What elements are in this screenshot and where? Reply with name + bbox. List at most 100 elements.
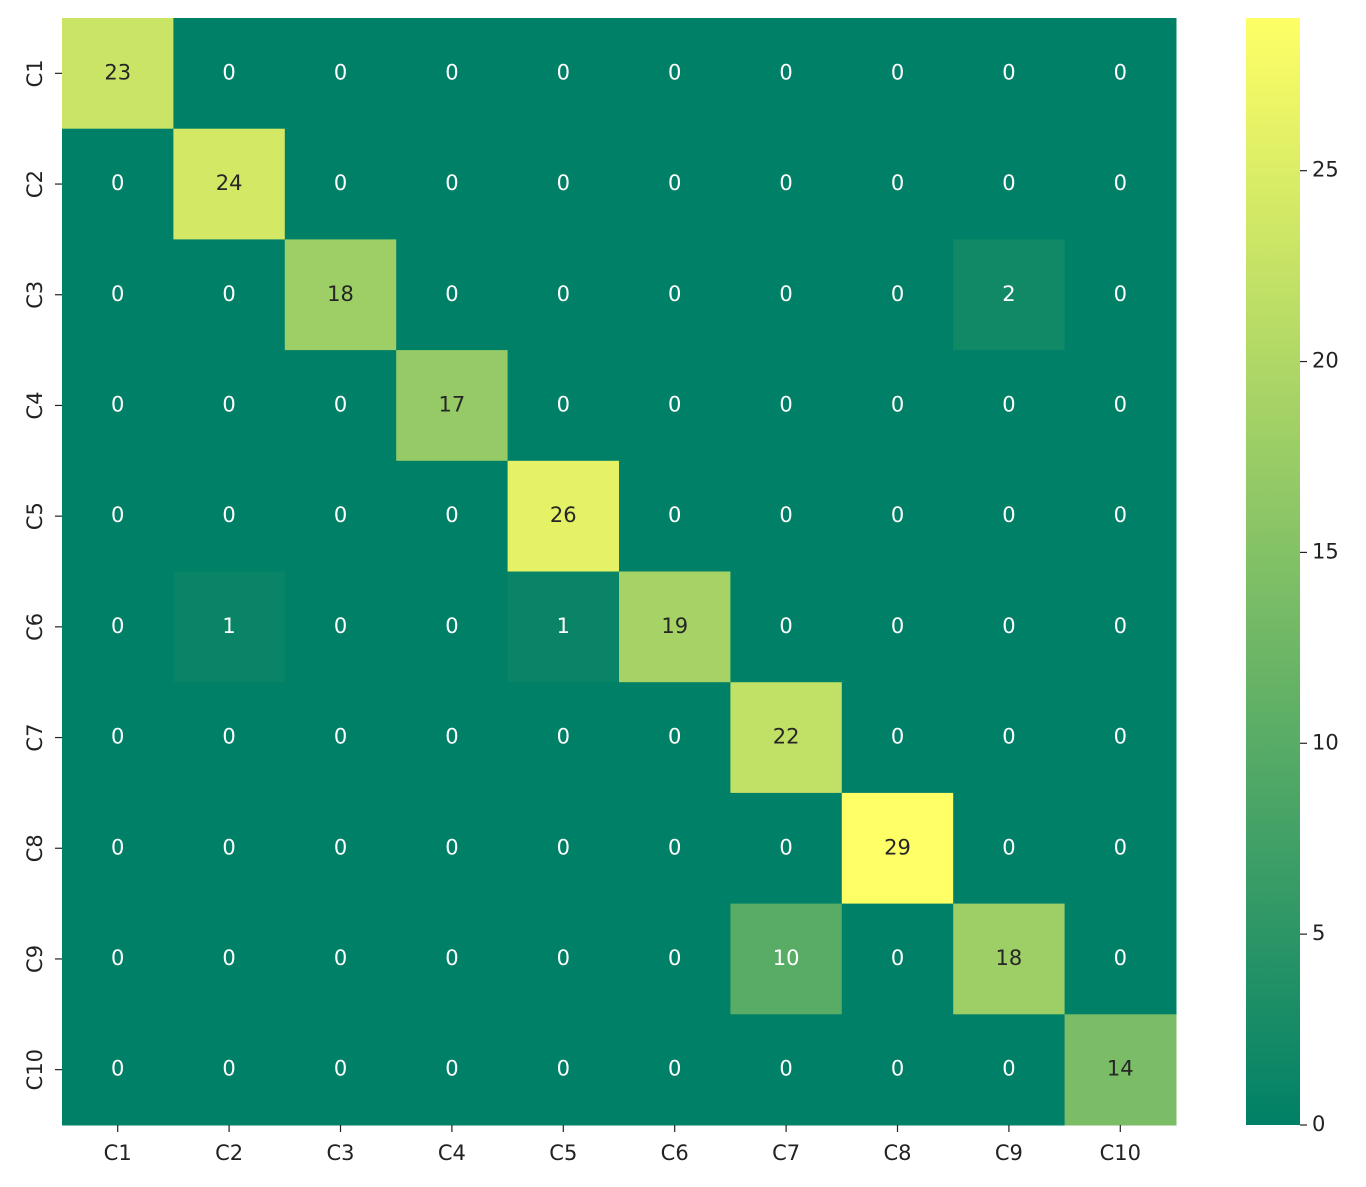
heatmap-cell: [507, 350, 620, 462]
heatmap-cell: [284, 571, 397, 683]
colorbar-tick-label: 10: [1312, 730, 1339, 754]
heatmap-cell: [284, 682, 397, 794]
heatmap-cell: [953, 239, 1066, 351]
heatmap-cell: [841, 903, 954, 1015]
cell-label: 0: [334, 171, 347, 195]
heatmap-cell: [730, 1014, 843, 1126]
heatmap-cell: [507, 460, 620, 572]
cell-label: 0: [445, 725, 458, 749]
heatmap-cell: [507, 1014, 620, 1126]
heatmap-cell: [841, 682, 954, 794]
cell-label: 0: [334, 503, 347, 527]
y-tick-label: C6: [23, 613, 47, 641]
heatmap-cell: [507, 128, 620, 240]
heatmap-cell: [284, 903, 397, 1015]
x-tick-label: C5: [549, 1141, 577, 1165]
cell-label: 0: [334, 835, 347, 859]
heatmap-cell: [619, 682, 731, 794]
heatmap-cell: [841, 571, 954, 683]
heatmap-cell: [396, 571, 509, 683]
cell-label: 0: [445, 835, 458, 859]
heatmap-cell: [62, 18, 174, 130]
cell-label: 0: [891, 614, 904, 638]
cell-label: 0: [445, 946, 458, 970]
heatmap-cell: [841, 18, 954, 130]
cell-label: 0: [222, 282, 235, 306]
cell-label: 19: [661, 614, 688, 638]
cell-label: 0: [1114, 946, 1127, 970]
cell-label: 0: [891, 1057, 904, 1081]
y-tick-label: C1: [23, 59, 47, 87]
heatmap-cell: [62, 350, 174, 462]
colorbar: [1246, 18, 1300, 1125]
cell-label: 0: [668, 171, 681, 195]
x-tick-label: C9: [995, 1141, 1023, 1165]
heatmap-cell: [841, 128, 954, 240]
heatmap-cell: [953, 350, 1066, 462]
cell-label: 1: [557, 614, 570, 638]
heatmap-cell: [730, 682, 843, 794]
x-tick-label: C3: [326, 1141, 354, 1165]
cell-label: 0: [779, 392, 792, 416]
heatmap-cell: [284, 239, 397, 351]
heatmap-cell: [1064, 460, 1177, 572]
cell-label: 0: [1114, 725, 1127, 749]
heatmap-cell: [730, 460, 843, 572]
cell-label: 0: [445, 1057, 458, 1081]
cell-label: 0: [445, 282, 458, 306]
heatmap-cell: [619, 239, 731, 351]
cell-label: 0: [222, 835, 235, 859]
cell-label: 0: [557, 60, 570, 84]
colorbar-tick-label: 15: [1312, 539, 1339, 563]
cell-label: 0: [1002, 171, 1015, 195]
cell-label: 0: [1114, 614, 1127, 638]
y-tick-label: C4: [23, 391, 47, 419]
cell-label: 26: [550, 503, 577, 527]
cell-label: 24: [216, 171, 243, 195]
cell-label: 0: [111, 171, 124, 195]
heatmap-cell: [507, 682, 620, 794]
cell-label: 0: [111, 725, 124, 749]
cell-label: 0: [334, 392, 347, 416]
y-tick-label: C10: [23, 1049, 47, 1090]
heatmap-cell: [953, 903, 1066, 1015]
heatmap-cell: [284, 1014, 397, 1126]
x-tick-label: C4: [438, 1141, 466, 1165]
cell-label: 0: [111, 946, 124, 970]
cell-label: 0: [779, 60, 792, 84]
heatmap-cell: [841, 350, 954, 462]
cell-label: 0: [334, 614, 347, 638]
heatmap-cell: [396, 350, 509, 462]
cell-label: 0: [1002, 60, 1015, 84]
heatmap-cell: [173, 903, 286, 1015]
heatmap-cell: [730, 350, 843, 462]
heatmap-cell: [1064, 682, 1177, 794]
cell-label: 0: [111, 1057, 124, 1081]
heatmap-cell: [730, 571, 843, 683]
heatmap-cell: [62, 571, 174, 683]
cell-label: 14: [1107, 1057, 1134, 1081]
cell-label: 0: [779, 835, 792, 859]
cell-label: 0: [668, 725, 681, 749]
cell-label: 0: [111, 503, 124, 527]
cell-label: 18: [996, 946, 1023, 970]
heatmap-cell: [62, 128, 174, 240]
heatmap-cell: [62, 903, 174, 1015]
heatmap-cell: [62, 239, 174, 351]
cell-label: 0: [222, 946, 235, 970]
heatmap-cell: [1064, 1014, 1177, 1126]
heatmap-cell: [173, 1014, 286, 1126]
heatmap-cell: [173, 571, 286, 683]
heatmap-cell: [953, 571, 1066, 683]
heatmap-cell: [173, 350, 286, 462]
y-tick-label: C8: [23, 834, 47, 862]
heatmap-cell: [62, 682, 174, 794]
heatmap-cell: [173, 460, 286, 572]
y-tick-label: C5: [23, 502, 47, 530]
cell-label: 18: [327, 282, 354, 306]
cell-label: 0: [557, 946, 570, 970]
heatmap-cell: [284, 792, 397, 905]
cell-label: 0: [557, 725, 570, 749]
heatmap-cell: [1064, 350, 1177, 462]
